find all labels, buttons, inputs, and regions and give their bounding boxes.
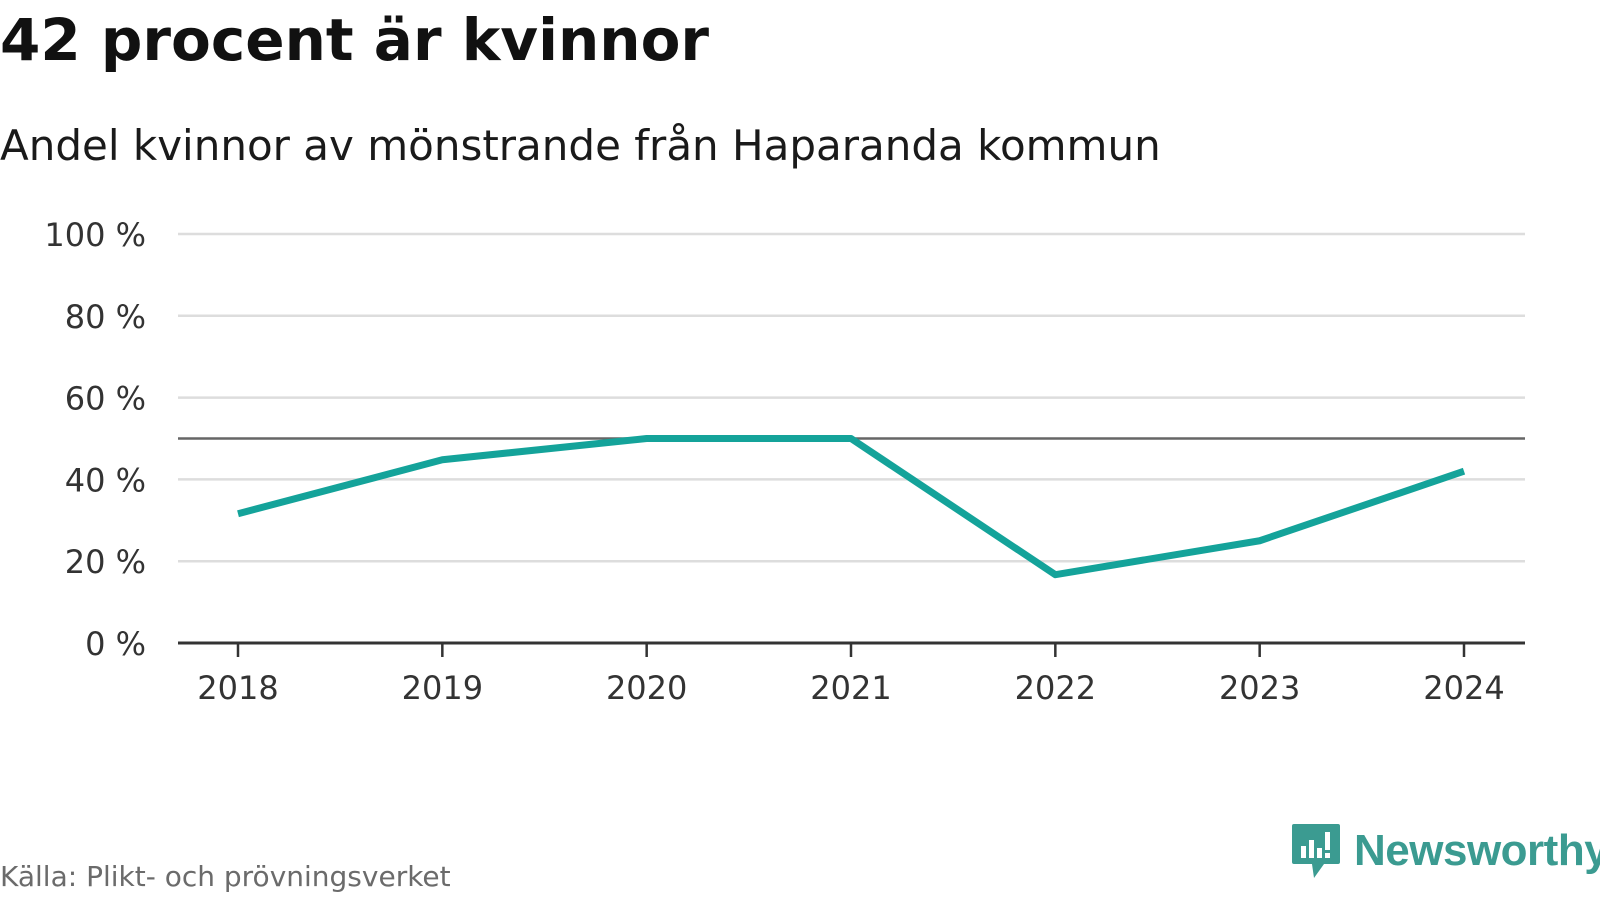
x-tick-label: 2020 — [606, 669, 687, 707]
chart-title: 42 procent är kvinnor — [0, 6, 710, 74]
chart-subtitle: Andel kvinnor av mönstrande från Haparan… — [0, 121, 1161, 170]
y-tick-label: 100 % — [44, 216, 146, 254]
x-tick-label: 2018 — [197, 669, 278, 707]
x-tick-label: 2024 — [1423, 669, 1504, 707]
y-tick-label: 60 % — [65, 380, 146, 418]
chart-speech-bubble-icon — [1292, 824, 1340, 878]
x-tick-label: 2021 — [810, 669, 891, 707]
source-note: Källa: Plikt- och prövningsverket — [0, 860, 451, 893]
x-tick-label: 2019 — [402, 669, 483, 707]
series-layer — [237, 435, 1466, 579]
grid-layer: 0 % 20 % 40 % 60 % 80 % 100 % — [44, 216, 1525, 663]
line-chart: 0 % 20 % 40 % 60 % 80 % 100 % 2018 2019 2020 202… — [44, 216, 1525, 707]
y-tick-label: 20 % — [65, 543, 146, 581]
y-tick-label: 40 % — [65, 461, 146, 499]
axis-layer: 2018 2019 2020 2021 2022 2023 2024 — [178, 641, 1525, 707]
x-tick-label: 2023 — [1219, 669, 1300, 707]
y-tick-label: 0 % — [85, 625, 146, 663]
x-tick-label: 2022 — [1015, 669, 1096, 707]
brand-logo: Newsworthy — [1290, 822, 1600, 880]
y-tick-label: 80 % — [65, 298, 146, 336]
series-line — [237, 435, 1466, 579]
brand-name: Newsworthy — [1354, 826, 1600, 875]
